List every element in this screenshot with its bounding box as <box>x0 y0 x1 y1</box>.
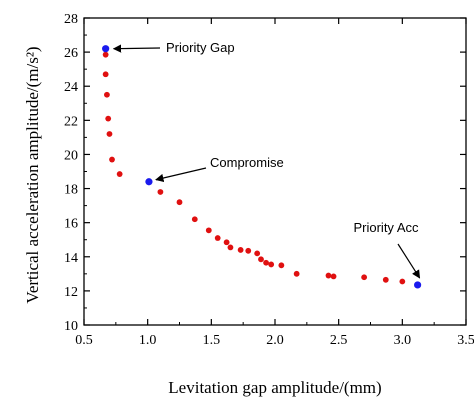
annotation-arrow <box>155 167 207 183</box>
x-axis-label: Levitation gap amplitude/(mm) <box>168 378 381 397</box>
pareto-point <box>361 274 368 281</box>
pareto-point <box>106 131 113 137</box>
pareto-point <box>325 272 332 279</box>
pareto-point <box>102 71 109 78</box>
pareto-point <box>102 51 109 58</box>
pareto-point <box>399 278 406 285</box>
pareto-point <box>278 262 285 269</box>
x-tick-label: 3.5 <box>457 333 474 348</box>
pareto-point <box>263 259 269 266</box>
annotation-arrow <box>112 44 161 53</box>
pareto-point <box>237 247 244 253</box>
y-tick-label: 28 <box>64 12 78 27</box>
y-tick-label: 12 <box>64 285 78 300</box>
annotation-label: Priority Acc <box>353 220 419 235</box>
x-tick-label: 1.5 <box>203 333 221 348</box>
pareto-point <box>205 227 212 234</box>
plot-frame <box>83 17 467 326</box>
y-tick-label: 16 <box>64 217 78 232</box>
x-tick-label: 2.0 <box>266 333 284 348</box>
x-tick-label: 2.5 <box>330 333 348 348</box>
pareto-point <box>268 261 275 268</box>
pareto-point <box>109 156 115 163</box>
pareto-point <box>157 189 164 195</box>
annotation-label: Priority Gap <box>166 40 235 55</box>
data-points <box>102 45 422 289</box>
axes: 0.5 1.0 1.5 2.0 2.5 3.0 3.5 10 12 14 16 18 20 22 24 26 2… <box>64 12 474 348</box>
y-tick-label: 22 <box>64 114 78 129</box>
highlight-point <box>102 45 110 53</box>
pareto-point <box>293 270 300 277</box>
annotation-label: Compromise <box>210 155 284 170</box>
x-tick-label: 0.5 <box>75 333 93 348</box>
pareto-point <box>191 216 198 223</box>
y-tick-label: 26 <box>64 46 78 61</box>
pareto-point <box>330 273 337 280</box>
x-tick-label: 1.0 <box>139 333 157 348</box>
annotation-arrow <box>397 243 421 279</box>
y-axis-label: Vertical acceleration amplitude/(m/s²) <box>23 46 42 303</box>
highlight-point <box>145 178 153 186</box>
pareto-point <box>105 115 112 122</box>
x-tick-label: 3.0 <box>394 333 412 348</box>
y-tick-label: 14 <box>64 251 78 266</box>
pareto-point <box>104 91 110 98</box>
pareto-point <box>116 171 123 177</box>
pareto-point <box>258 256 264 263</box>
pareto-point <box>382 276 389 283</box>
y-tick-label: 24 <box>64 80 78 95</box>
y-tick-label: 18 <box>64 183 78 198</box>
y-tick-label: 20 <box>64 148 78 163</box>
annotations: Priority Gap Compromise Priority Acc <box>112 40 421 279</box>
pareto-point <box>223 239 230 246</box>
highlight-point <box>414 281 422 289</box>
pareto-point <box>176 199 183 206</box>
y-tick-label: 10 <box>64 319 78 334</box>
pareto-point <box>227 244 234 251</box>
pareto-point <box>245 247 252 254</box>
pareto-point <box>214 235 221 241</box>
pareto-point <box>254 250 261 257</box>
